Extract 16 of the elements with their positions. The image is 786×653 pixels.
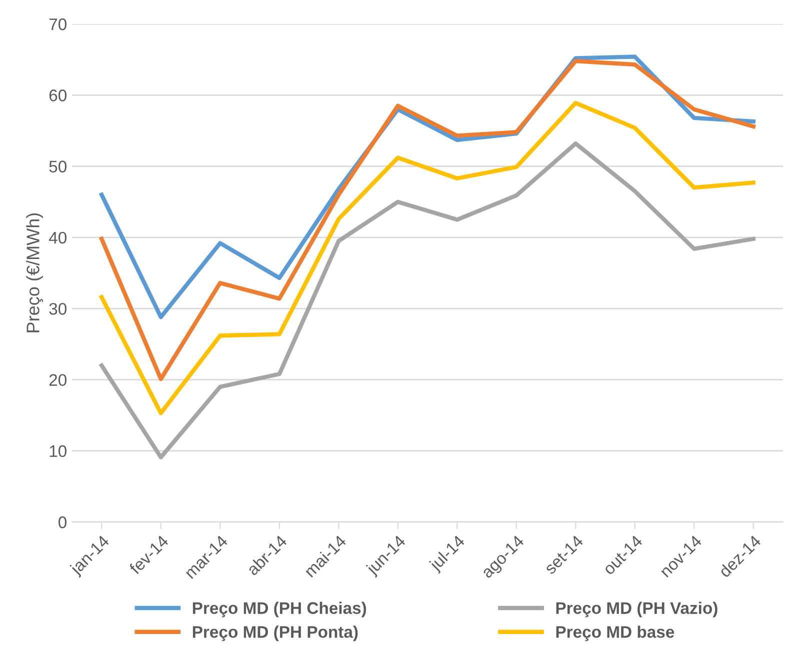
line-series [100, 58, 756, 382]
y-axis-title: Preço (€/MWh) [26, 213, 44, 332]
y-tick-label: 40 [48, 232, 66, 244]
y-tick-label: 60 [49, 90, 66, 102]
y-tick-label: 50 [49, 160, 66, 172]
y-tick-label: 20 [49, 374, 66, 386]
y-tick-label: 0 [58, 516, 66, 528]
y-tick-label: 10 [50, 445, 66, 458]
y-tick-label: 70 [49, 18, 66, 30]
line-series [100, 141, 756, 460]
legend-label: Preço MD (PH Cheias) [192, 602, 366, 618]
y-tick-label: 30 [49, 302, 66, 315]
legend-label: Preço MD (PH Ponta) [192, 626, 358, 642]
line-series [100, 100, 756, 416]
legend-label: Preço MD base [556, 626, 674, 642]
legend-label: Preço MD (PH Vazio) [556, 602, 718, 618]
